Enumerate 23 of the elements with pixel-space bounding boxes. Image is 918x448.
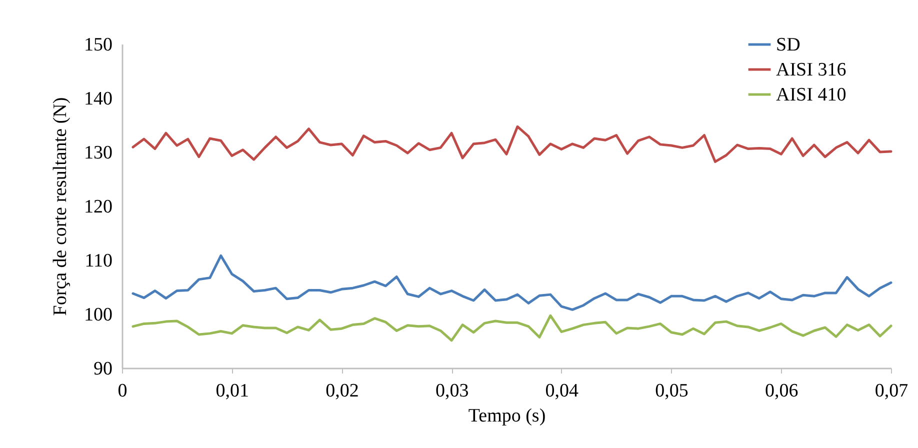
line-series — [132, 314, 892, 342]
y-tick-label: 90 — [94, 358, 112, 380]
x-tick-label: 0,05 — [655, 380, 688, 402]
legend-label: AISI 316 — [776, 60, 846, 80]
y-tick-label: 140 — [84, 88, 112, 110]
x-tick-label: 0,01 — [216, 380, 249, 402]
line-series — [132, 125, 892, 163]
legend-label: SD — [776, 34, 800, 56]
x-tick-label: 0,03 — [435, 380, 469, 402]
y-tick-label: 150 — [84, 34, 112, 56]
legend-label: AISI 410 — [776, 84, 846, 106]
y-tick-label: 130 — [84, 142, 112, 164]
x-tick-label: 0,06 — [765, 380, 798, 402]
y-tick-label: 100 — [84, 304, 112, 326]
x-tick-label: 0 — [118, 380, 128, 402]
x-tick-label: 0,02 — [326, 380, 359, 402]
line-series — [132, 254, 892, 311]
y-tick-label: 110 — [84, 250, 112, 272]
y-tick-label: 120 — [84, 196, 112, 218]
y-axis-title: Força de corte resultante (N) — [50, 97, 71, 316]
x-tick-label: 0,07 — [874, 380, 908, 402]
x-tick-label: 0,04 — [545, 380, 580, 402]
x-axis-title: Tempo (s) — [468, 406, 546, 426]
